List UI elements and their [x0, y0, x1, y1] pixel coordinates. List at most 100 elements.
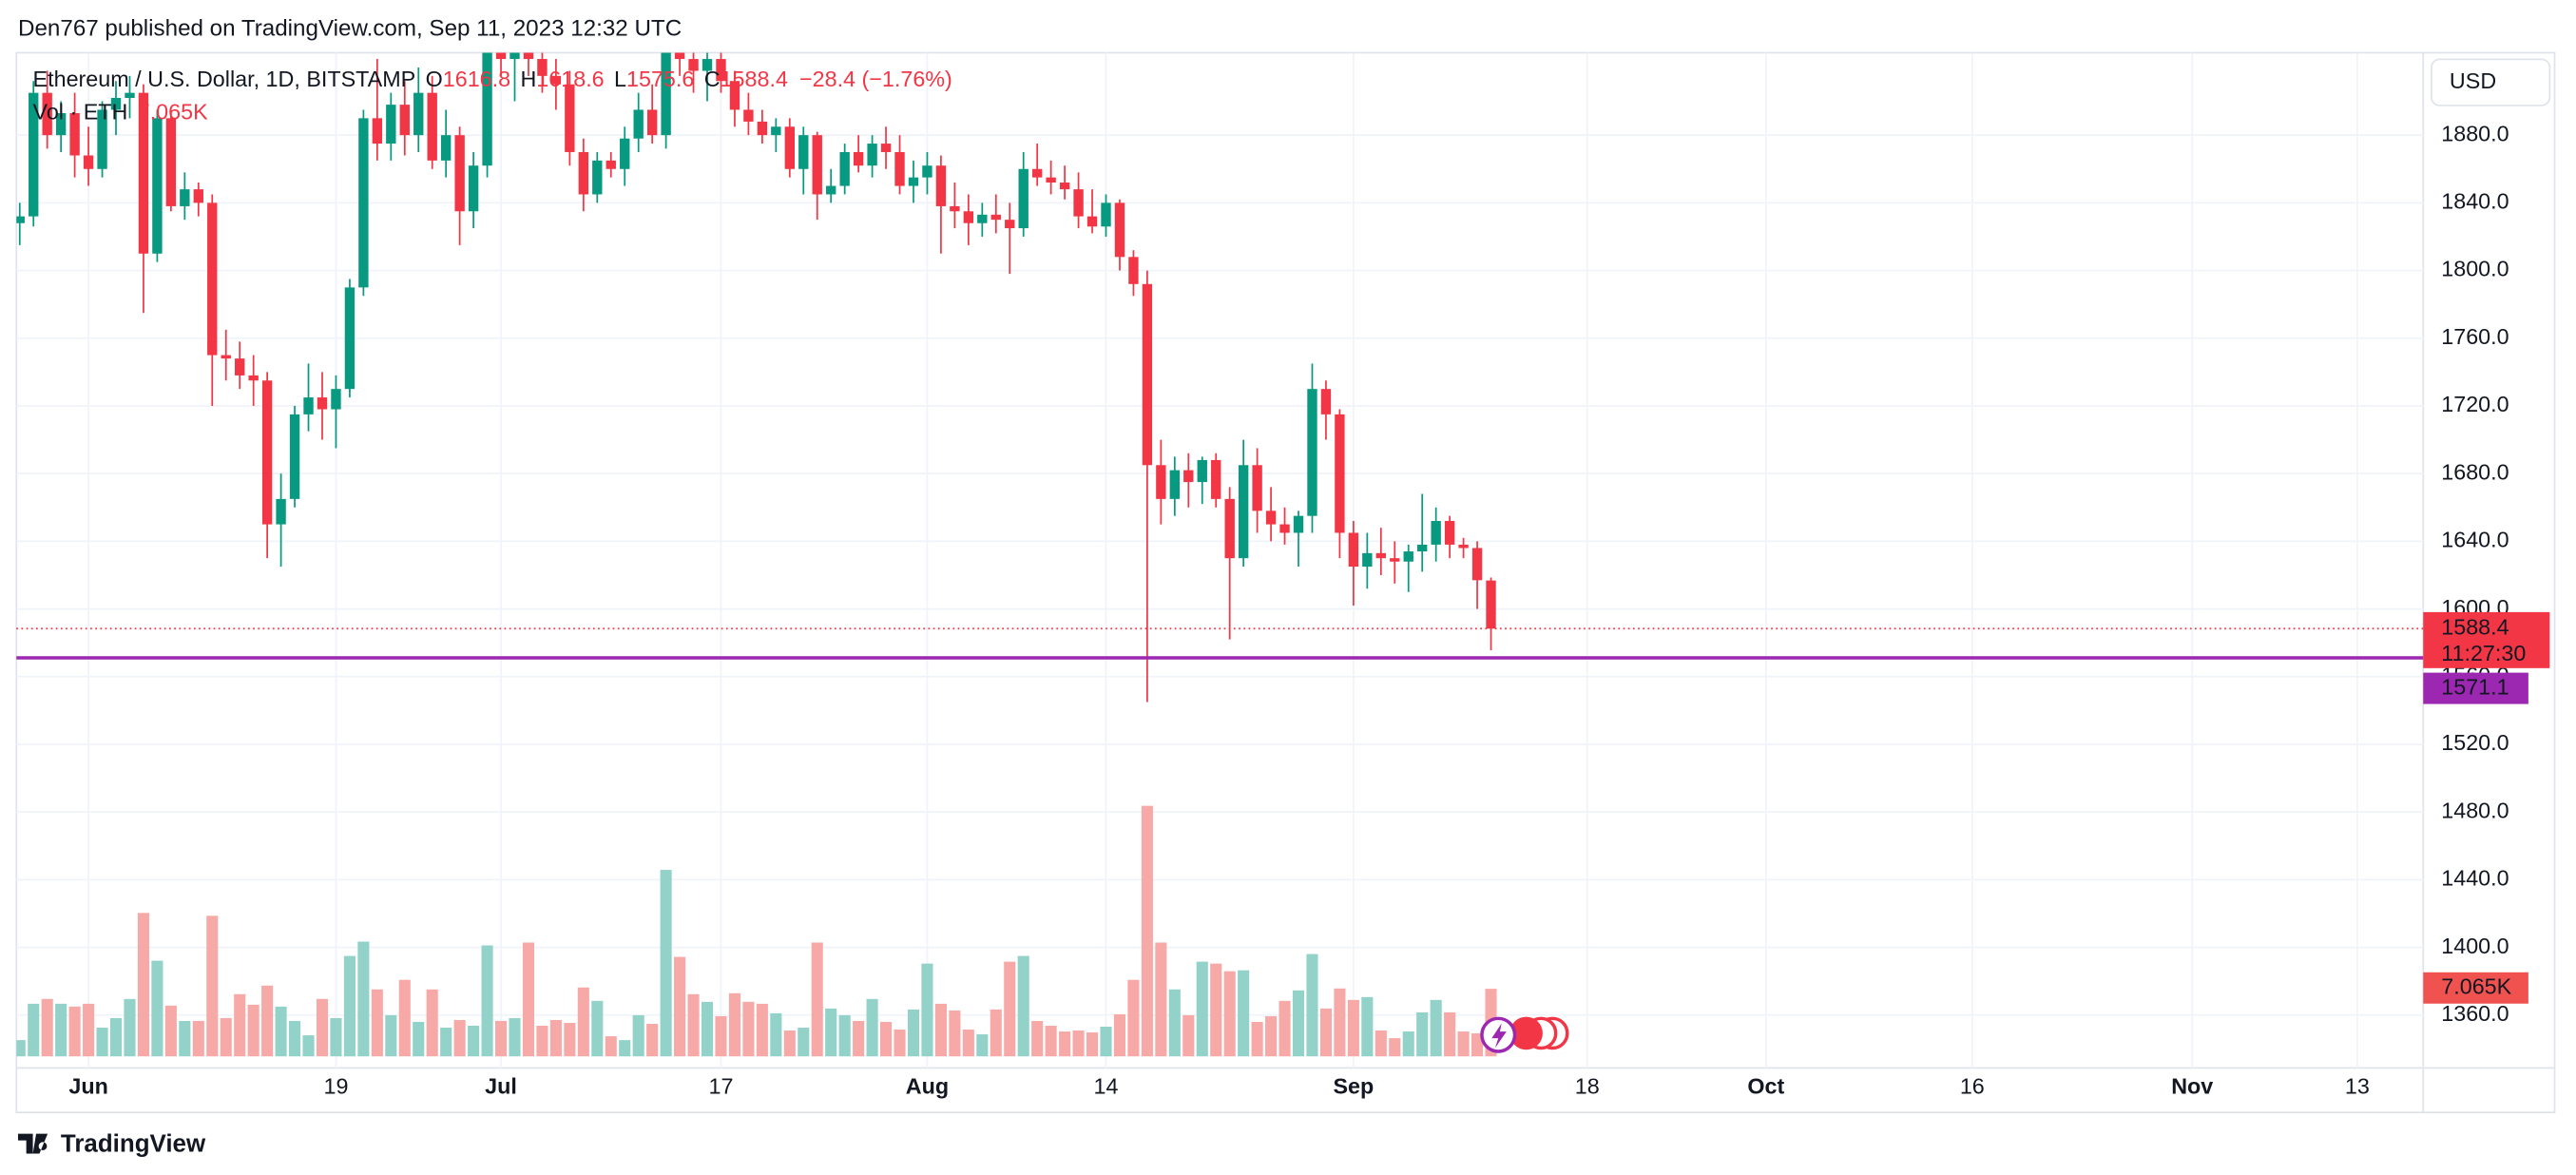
x-tick-label: Jun — [68, 1073, 107, 1098]
candle-body — [1114, 202, 1125, 258]
candle-body — [1018, 168, 1028, 229]
candle-body — [784, 126, 795, 169]
candle-body — [1471, 548, 1483, 581]
legend-letter: O — [426, 67, 443, 91]
legend: Ethereum / U.S. Dollar, 1D, BITSTAMP O161… — [33, 67, 952, 125]
y-tick-label: 1640.0 — [2441, 528, 2509, 552]
symbol-title: Ethereum / U.S. Dollar, 1D, BITSTAMP — [33, 67, 416, 91]
volume-bar — [1182, 1014, 1195, 1057]
volume-bar — [990, 1009, 1002, 1057]
legend-low: 1575.6 — [626, 67, 694, 91]
candle-body — [69, 113, 80, 156]
candle-body — [440, 135, 452, 161]
candle-body — [1031, 168, 1043, 178]
volume-bar — [728, 992, 740, 1057]
candle-body — [1417, 544, 1428, 552]
volume-bar — [96, 1028, 108, 1057]
candle-body — [977, 214, 988, 223]
legend-line: Ethereum / U.S. Dollar, 1D, BITSTAMP O161… — [33, 67, 952, 91]
x-tick-label: 16 — [1960, 1073, 1985, 1098]
candle-body — [922, 165, 932, 178]
volume-bar — [549, 1019, 562, 1057]
candle-body — [1320, 389, 1332, 414]
candle-body — [1375, 552, 1386, 559]
volume-bar — [234, 993, 246, 1057]
volume-bar — [1045, 1026, 1057, 1057]
currency-button[interactable]: USD — [2431, 58, 2551, 106]
volume-bar — [1292, 990, 1305, 1057]
volume-bar — [55, 1003, 67, 1057]
candle-body — [138, 92, 149, 254]
volume-bar — [494, 1020, 508, 1057]
candle-body — [303, 397, 314, 414]
volume-bar — [536, 1026, 548, 1057]
candle-body — [261, 380, 273, 525]
legend-close: 1588.4 — [721, 67, 788, 91]
volume-bar — [1196, 961, 1208, 1057]
volume-bar — [853, 1020, 865, 1057]
volume-bar — [137, 913, 149, 1057]
x-tick-label: Sep — [1333, 1073, 1374, 1098]
volume-bar — [343, 955, 356, 1057]
volume-bar — [1072, 1031, 1085, 1057]
candle-body — [646, 109, 658, 136]
volume-bar — [605, 1036, 617, 1057]
candle-body — [152, 118, 163, 254]
volume-bar — [591, 1000, 604, 1057]
candle-body — [344, 287, 356, 390]
y-tick-label: 1680.0 — [2441, 459, 2509, 484]
event-bolt — [1491, 1023, 1507, 1049]
volume-bar — [577, 987, 589, 1057]
volume-bar — [1004, 961, 1016, 1057]
volume-bar — [316, 998, 329, 1057]
volume-bar — [1430, 999, 1442, 1057]
candle-body — [1431, 521, 1441, 545]
volume-bar — [302, 1035, 315, 1057]
volume-bar — [1127, 979, 1140, 1057]
candle-body — [771, 126, 781, 136]
candle-body — [16, 216, 25, 223]
y-tick-label: 1440.0 — [2441, 866, 2509, 891]
volume-bar — [770, 1012, 782, 1057]
currency-label[interactable]: USD — [2450, 68, 2496, 93]
volume-bar — [687, 993, 700, 1057]
volume-bar — [413, 1021, 425, 1057]
y-tick-label: 1400.0 — [2441, 934, 2509, 958]
x-tick-label: Jul — [485, 1073, 517, 1098]
candle-body — [427, 92, 437, 161]
brand-name: TradingView — [61, 1129, 206, 1158]
volume-bar — [907, 1009, 920, 1057]
candle-body — [1059, 183, 1070, 190]
volume-bar — [1251, 1021, 1263, 1057]
currency-box[interactable] — [2431, 58, 2551, 106]
legend-open: 1616.8 — [443, 67, 510, 91]
volume-bar — [124, 998, 136, 1057]
volume-bar — [632, 1014, 644, 1057]
volume-bar — [1265, 1015, 1278, 1057]
volume-bar — [1306, 953, 1318, 1057]
candle-body — [1444, 521, 1455, 545]
brand: TradingView — [18, 1129, 206, 1158]
volume-bar — [1017, 955, 1029, 1057]
candle-body — [1252, 465, 1262, 511]
volume-bar — [1471, 1033, 1484, 1057]
volume-bar — [247, 1004, 260, 1057]
volume-bar — [220, 1017, 232, 1057]
candle-body — [1086, 216, 1098, 227]
candle-body — [908, 177, 919, 186]
volume-bar — [440, 1028, 452, 1057]
candle-body — [454, 135, 465, 212]
volume-bar — [1278, 1000, 1291, 1057]
candle-body — [495, 52, 507, 60]
candle-body — [578, 151, 589, 195]
x-tick-label: 19 — [323, 1073, 348, 1098]
volume-bar — [151, 960, 163, 1057]
brand-logo — [18, 1133, 48, 1154]
countdown-label: 11:27:30 — [2441, 641, 2526, 665]
volume-bar — [385, 1014, 397, 1057]
volume-bar — [1223, 971, 1236, 1057]
volume-bar — [825, 1008, 837, 1057]
volume-bar — [1375, 1031, 1387, 1057]
x-tick-label: 13 — [2345, 1073, 2370, 1098]
candle-body — [537, 59, 548, 76]
